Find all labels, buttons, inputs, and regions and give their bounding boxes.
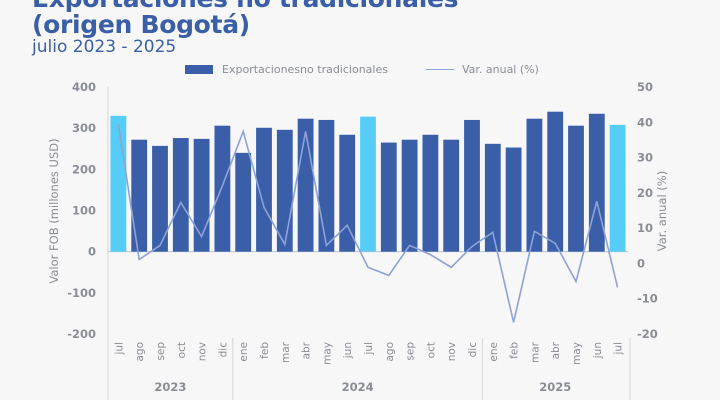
y2-tick-label: 30 xyxy=(637,151,653,165)
bar xyxy=(505,147,522,252)
bar xyxy=(297,118,314,252)
bar xyxy=(339,134,356,252)
bar xyxy=(131,139,148,252)
legend-line-swatch xyxy=(425,69,454,70)
line-series xyxy=(117,124,619,323)
bar xyxy=(422,134,439,252)
x-tick-label: jun xyxy=(592,342,604,359)
legend-line-label: Var. anual (%) xyxy=(461,63,539,76)
bar xyxy=(235,152,252,252)
title-line-1: Exportaciones no tradicionales xyxy=(32,0,459,13)
legend-bar-label: Exportacionesno tradicionales xyxy=(222,63,388,76)
x-tick-label: oct xyxy=(176,342,188,358)
bar xyxy=(568,125,584,252)
y-tick-label: -200 xyxy=(67,327,96,341)
bar xyxy=(380,142,397,252)
x-tick-label: feb xyxy=(509,342,521,359)
bar xyxy=(152,145,168,252)
bar xyxy=(443,139,460,252)
bar xyxy=(214,125,231,252)
y2-tick-label: -10 xyxy=(637,292,658,306)
y2-tick-label: 10 xyxy=(637,221,653,235)
x-tick-label: mar xyxy=(529,341,541,363)
x-tick-label: jul xyxy=(613,342,625,356)
bar xyxy=(526,118,543,252)
x-tick-label: nov xyxy=(446,342,458,361)
y2-tick-label: 40 xyxy=(637,115,653,129)
legend-bar-swatch xyxy=(185,65,213,74)
x-tick-label: oct xyxy=(425,342,437,358)
bar xyxy=(484,143,501,252)
title-line-2: (origen Bogotá) xyxy=(32,10,250,39)
x-tick-label: ene xyxy=(488,342,500,362)
x-tick-label: abr xyxy=(301,341,313,359)
x-tick-label: abr xyxy=(550,341,562,359)
x-labels: jul ago sep oct nov dic ene feb mar abr may jun jul a… xyxy=(113,338,631,400)
bar xyxy=(401,139,418,252)
bars xyxy=(110,111,626,252)
y2-tick-label: -20 xyxy=(637,327,658,341)
year-label: 2025 xyxy=(539,380,571,394)
x-tick-label: ago xyxy=(134,342,146,362)
bar xyxy=(464,119,480,252)
x-tick-label: jul xyxy=(113,342,125,356)
y-tick-label: 400 xyxy=(72,80,96,94)
bar xyxy=(172,138,189,252)
bar xyxy=(547,111,564,252)
y2-tick-label: 50 xyxy=(637,80,653,94)
y-tick-label: 0 xyxy=(88,245,96,259)
x-tick-label: ago xyxy=(384,342,396,362)
bar xyxy=(256,127,272,252)
y-tick-label: -100 xyxy=(67,286,96,300)
year-label: 2023 xyxy=(154,380,186,394)
bar xyxy=(193,138,210,252)
x-tick-label: dic xyxy=(217,342,229,358)
bar xyxy=(588,113,605,252)
bar xyxy=(360,116,376,252)
x-tick-label: sep xyxy=(155,342,167,361)
legend: Exportacionesno tradicionales Var. anual… xyxy=(185,63,539,76)
y-tick-label: 200 xyxy=(72,162,96,176)
chart-subtitle: julio 2023 - 2025 xyxy=(32,37,177,57)
x-tick-label: ene xyxy=(238,342,250,362)
year-label: 2024 xyxy=(342,380,374,394)
y-tick-label: 300 xyxy=(72,121,96,135)
x-tick-label: nov xyxy=(197,342,209,361)
x-tick-label: feb xyxy=(259,342,271,359)
x-tick-label: dic xyxy=(467,342,479,358)
x-tick-label: sep xyxy=(405,342,417,361)
x-tick-label: may xyxy=(321,342,333,365)
x-tick-label: mar xyxy=(280,341,292,363)
x-tick-label: may xyxy=(571,342,583,365)
bar xyxy=(110,115,127,252)
y2-tick-label: 0 xyxy=(637,256,645,270)
bar xyxy=(318,119,335,252)
y2-axis-label: Var. anual (%) xyxy=(655,171,669,251)
y2-tick-label: 20 xyxy=(637,186,653,200)
y-axis-label: Valor FOB (millones USD) xyxy=(47,138,61,283)
y-tick-label: 100 xyxy=(72,204,96,218)
bar xyxy=(609,124,626,252)
x-tick-label: jul xyxy=(363,342,375,356)
chart-title: Exportaciones no tradicionales (origen B… xyxy=(32,0,459,39)
x-tick-label: jun xyxy=(342,342,354,359)
